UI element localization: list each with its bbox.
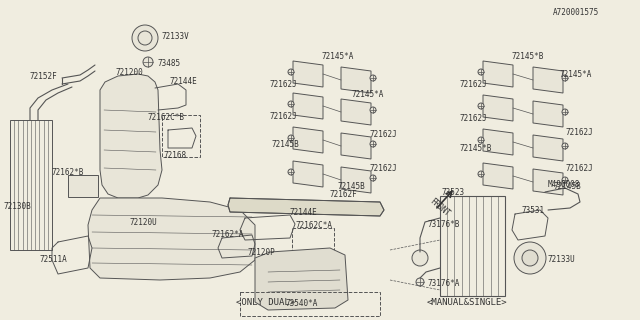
Circle shape <box>416 278 424 286</box>
Text: 72133U: 72133U <box>548 255 576 265</box>
Polygon shape <box>100 74 162 198</box>
Text: 72162C*A: 72162C*A <box>296 220 333 229</box>
Polygon shape <box>341 99 371 125</box>
Text: 72162J: 72162J <box>565 164 593 172</box>
Circle shape <box>562 177 568 183</box>
Text: 72162J: 72162J <box>460 114 488 123</box>
Circle shape <box>562 143 568 149</box>
Polygon shape <box>533 67 563 93</box>
Text: 73485: 73485 <box>158 59 181 68</box>
Text: 72152F: 72152F <box>30 71 58 81</box>
Bar <box>440 196 505 296</box>
Text: 73176*A: 73176*A <box>428 279 460 289</box>
Polygon shape <box>533 101 563 127</box>
Text: M490008: M490008 <box>548 180 580 188</box>
Text: 72162*A: 72162*A <box>212 229 244 238</box>
Text: 72145*A: 72145*A <box>352 90 385 99</box>
Circle shape <box>370 175 376 181</box>
Text: 72168: 72168 <box>164 150 187 159</box>
Circle shape <box>478 69 484 75</box>
Text: 73176*B: 73176*B <box>428 220 460 228</box>
Polygon shape <box>293 127 323 153</box>
Polygon shape <box>341 67 371 93</box>
Circle shape <box>370 75 376 81</box>
Circle shape <box>138 31 152 45</box>
Text: 72162C*B: 72162C*B <box>148 113 185 122</box>
Text: 72511A: 72511A <box>40 255 68 265</box>
Text: 72133V: 72133V <box>161 31 189 41</box>
Polygon shape <box>341 167 371 193</box>
Text: 73540*A: 73540*A <box>286 300 318 308</box>
Text: 72144E: 72144E <box>170 76 198 85</box>
Polygon shape <box>293 93 323 119</box>
Polygon shape <box>255 248 348 310</box>
Text: 72145B: 72145B <box>272 140 300 148</box>
Text: 72162J: 72162J <box>370 130 397 139</box>
Text: 72145*A: 72145*A <box>322 52 355 60</box>
Text: 72162*B: 72162*B <box>52 167 84 177</box>
Polygon shape <box>88 198 255 280</box>
Polygon shape <box>293 161 323 187</box>
Circle shape <box>370 141 376 147</box>
Polygon shape <box>483 61 513 87</box>
Text: FRONT: FRONT <box>428 197 452 219</box>
Text: 72145*A: 72145*A <box>560 69 593 78</box>
Polygon shape <box>483 163 513 189</box>
Polygon shape <box>483 95 513 121</box>
Text: 72162F: 72162F <box>330 189 358 198</box>
Circle shape <box>478 137 484 143</box>
Polygon shape <box>341 133 371 159</box>
Circle shape <box>562 75 568 81</box>
Text: 72162J: 72162J <box>370 164 397 172</box>
Text: 72120U: 72120U <box>130 218 157 227</box>
Text: 72162J: 72162J <box>270 79 298 89</box>
Polygon shape <box>228 198 384 216</box>
Text: 73531: 73531 <box>522 205 545 214</box>
Text: 72162J: 72162J <box>565 127 593 137</box>
Text: 721200: 721200 <box>116 68 144 76</box>
Circle shape <box>514 242 546 274</box>
Circle shape <box>288 101 294 107</box>
Circle shape <box>562 109 568 115</box>
Circle shape <box>522 250 538 266</box>
Circle shape <box>478 103 484 109</box>
Text: <ONLY DUAL>: <ONLY DUAL> <box>236 298 295 307</box>
Text: 72144E: 72144E <box>290 207 317 217</box>
Circle shape <box>412 250 428 266</box>
Circle shape <box>288 135 294 141</box>
Text: 72145B: 72145B <box>338 181 365 190</box>
Circle shape <box>478 171 484 177</box>
Bar <box>68 175 98 197</box>
Text: 72120P: 72120P <box>248 247 276 257</box>
Text: 72130B: 72130B <box>4 202 32 211</box>
Polygon shape <box>533 135 563 161</box>
Circle shape <box>288 169 294 175</box>
Bar <box>162 115 200 157</box>
Circle shape <box>132 25 158 51</box>
Polygon shape <box>533 169 563 195</box>
Bar <box>10 120 52 250</box>
Text: 72145*B: 72145*B <box>460 143 492 153</box>
Text: 73523: 73523 <box>442 188 465 196</box>
Text: 72145B: 72145B <box>554 181 582 190</box>
Text: <MANUAL&SINGLE>: <MANUAL&SINGLE> <box>427 298 508 307</box>
Text: A720001575: A720001575 <box>553 8 599 17</box>
Text: 72145*B: 72145*B <box>512 52 545 60</box>
Bar <box>240 292 380 316</box>
Polygon shape <box>293 61 323 87</box>
Bar <box>292 228 334 268</box>
Polygon shape <box>483 129 513 155</box>
Circle shape <box>288 69 294 75</box>
Text: 72162J: 72162J <box>270 111 298 121</box>
Circle shape <box>143 57 153 67</box>
Text: 72162J: 72162J <box>460 79 488 89</box>
Circle shape <box>370 107 376 113</box>
